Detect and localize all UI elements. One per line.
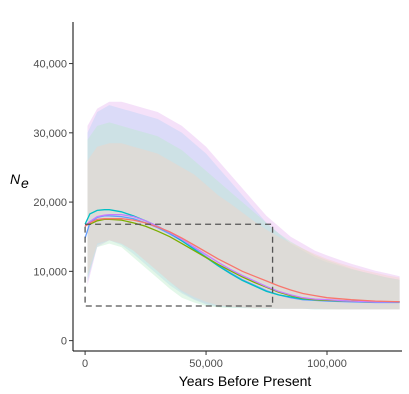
reference-box [84,223,274,307]
x-tick-label-0: 0 [82,358,88,370]
y-tick-label-3: 30,000 [33,128,67,140]
band-0 [87,101,400,310]
x-tick-label-1: 50,000 [189,358,223,370]
y-tick-label-0: 0 [61,336,67,348]
band-3 [87,143,400,310]
confidence-bands [87,101,400,310]
y-axis-title: N e [10,171,29,191]
axes: 0 10,000 20,000 30,000 40,000 0 50,000 100,000 [33,22,402,370]
series-line-3 [84,213,400,303]
y-axis-title-subscript: e [21,175,29,191]
series-lines [84,209,400,304]
y-tick-label-2: 20,000 [33,197,67,209]
y-tick-label-4: 40,000 [33,59,67,71]
band-1 [87,105,400,310]
y-tick-label-1: 10,000 [33,266,67,278]
band-2 [87,122,400,310]
y-axis-title-main: N [10,171,21,187]
reference-box-group [84,223,274,307]
series-line-4 [84,218,400,303]
x-axis-title: Years Before Present [179,373,312,389]
x-tick-label-2: 100,000 [307,358,347,370]
